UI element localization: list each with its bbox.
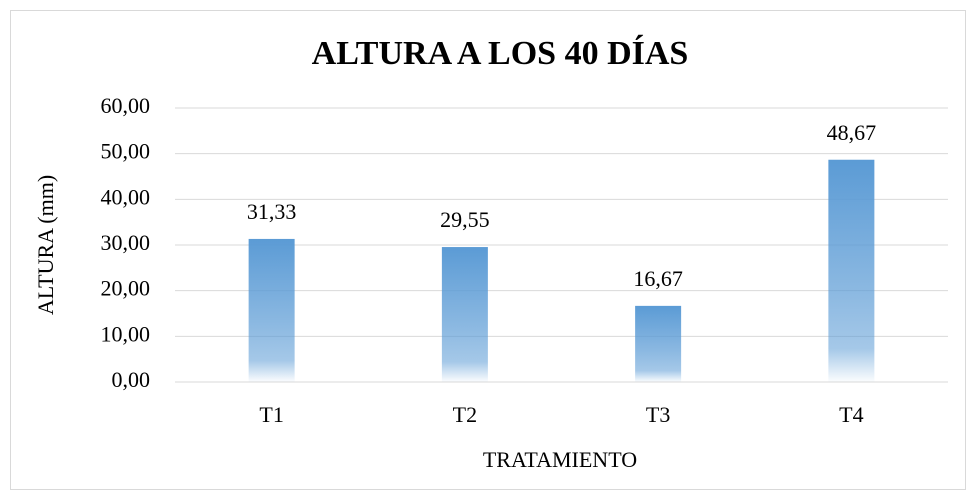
bar: [828, 159, 875, 382]
x-axis-label: TRATAMIENTO: [483, 447, 637, 472]
y-tick-label: 20,00: [101, 276, 151, 301]
x-tick-label: T1: [259, 402, 283, 427]
bar: [441, 247, 488, 382]
chart-frame: [10, 10, 966, 490]
y-tick-label: 40,00: [101, 184, 151, 209]
x-tick-label: T4: [839, 402, 863, 427]
bar: [248, 238, 295, 382]
y-tick-label: 50,00: [101, 139, 151, 164]
y-tick-label: 30,00: [101, 230, 151, 255]
data-label: 29,55: [440, 207, 490, 232]
data-label: 16,67: [633, 266, 683, 291]
data-label: 48,67: [827, 120, 877, 145]
x-tick-label: T3: [646, 402, 670, 427]
y-axis-label: ALTURA (mm): [33, 175, 58, 315]
data-label: 31,33: [247, 199, 297, 224]
x-tick-label: T2: [453, 402, 477, 427]
bar: [635, 305, 682, 382]
y-tick-label: 10,00: [101, 321, 151, 346]
chart-title: ALTURA A LOS 40 DÍAS: [312, 35, 689, 72]
y-tick-label: 0,00: [112, 367, 151, 392]
y-tick-label: 60,00: [101, 93, 151, 118]
